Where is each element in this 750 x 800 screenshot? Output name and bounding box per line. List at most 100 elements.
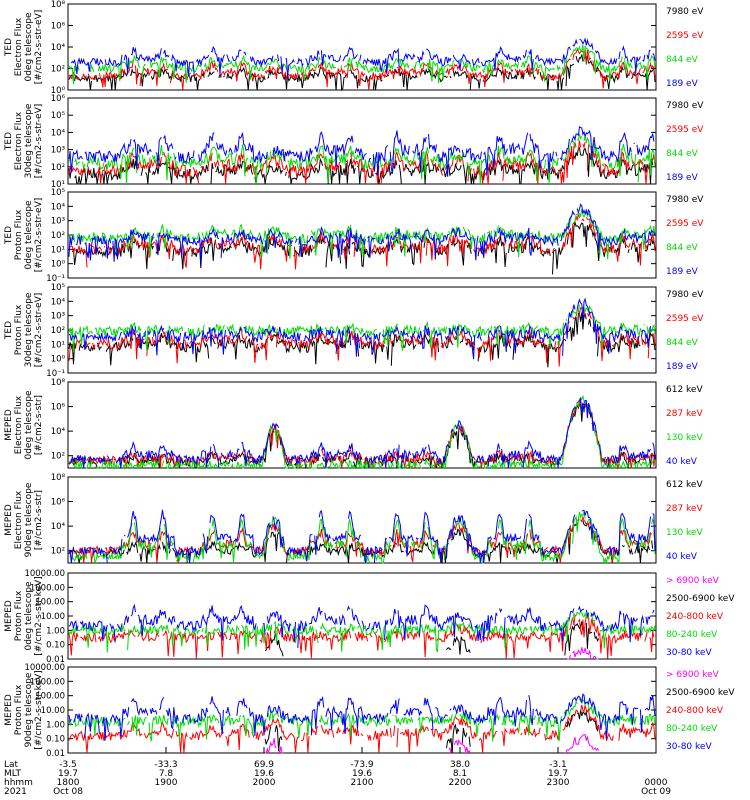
panel-3-ytick-label: 10⁴: [51, 202, 66, 212]
panel-2-ytick-label: 10³: [51, 146, 65, 156]
panel-3-legend-label: 189 eV: [666, 267, 699, 277]
panel-4-ytick-label: 10²: [51, 326, 65, 336]
panel-2-ylabel-line: TED: [4, 132, 14, 151]
panel-7-legend-label: 2500-6900 keV: [666, 594, 735, 604]
panel-6-legend-label: 40 keV: [666, 552, 698, 562]
panel-1-ytick-label: 10⁶: [51, 22, 66, 32]
panel-2-frame: [67, 97, 657, 185]
panel-7-ylabel-line: Proton Flux: [14, 590, 24, 641]
time-tick-hhmm: 2300: [547, 778, 570, 788]
time-tick-lat: 38.0: [450, 760, 470, 770]
panel-1-series: [68, 44, 656, 85]
panel-7-ylabel-line: [#/cm2-s-str-keV]: [34, 576, 44, 655]
panel-4-ytick-label: 10⁰: [51, 355, 66, 365]
panel-2-ytick-label: 10¹: [51, 180, 65, 190]
time-tick-hhmm: 2200: [449, 778, 472, 788]
panel-4-series: [68, 307, 656, 367]
panel-7-ytick-label: 1000.00: [30, 583, 65, 593]
panel-1-series: [70, 37, 656, 77]
panel-2-series: [68, 133, 656, 185]
panel-2-ytick-label: 10⁴: [51, 128, 66, 138]
panel-2-ylabel-line: Electron Flux: [14, 111, 24, 170]
panel-7-ytick-label: 1.00: [46, 626, 65, 636]
panel-8-ytick-label: 10000.00: [24, 663, 65, 673]
panel-3-legend-label: 7980 eV: [666, 195, 704, 205]
panel-6-legend-label: 287 keV: [666, 504, 703, 514]
panel-5-ylabel-line: 0deg telescope: [24, 390, 34, 460]
panel-4-ytick-label: 10⁵: [51, 283, 65, 293]
panel-6-ytick-label: 10²: [51, 547, 65, 557]
panel-7-ylabel-line: MEPED: [4, 600, 14, 632]
panel-4-ylabel-line: [#/cm2-s-str-eV]: [34, 293, 44, 368]
panel-1-ylabel-line: [#/cm2-s-str-eV]: [34, 10, 44, 85]
panel-2-ylabel-line: 30deg telescope: [24, 103, 34, 178]
panel-8-series: [264, 710, 600, 754]
panel-3-ylabel-line: TED: [4, 226, 14, 245]
panel-1-series: [68, 54, 656, 92]
panel-8-ytick-label: 0.10: [46, 735, 65, 745]
panel-4-legend-label: 7980 eV: [666, 290, 704, 300]
panel-4-ytick-label: 10⁴: [51, 297, 66, 307]
time-tick-lat: 69.9: [254, 760, 274, 770]
panel-1-legend-label: 7980 eV: [666, 7, 704, 17]
panel-5-ytick-label: 10⁸: [51, 378, 66, 388]
panel-4-ytick-label: 10¹: [51, 340, 65, 350]
panel-7-legend-label: > 6900 keV: [666, 576, 720, 586]
panel-3-legend-label: 844 eV: [666, 243, 699, 253]
panel-8-legend-label: 80-240 keV: [666, 724, 718, 734]
panel-5-legend-label: 130 keV: [666, 433, 703, 443]
panel-3-ytick-label: 10⁰: [51, 260, 66, 270]
time-axis-row-label: 2021: [4, 787, 27, 797]
time-tick-mlt: 19.7: [58, 769, 78, 779]
panel-7-ylabel-line: 0deg telescope: [24, 581, 34, 651]
panel-2-ylabel-line: [#/cm2-s-str-eV]: [34, 104, 44, 179]
time-tick-mlt: 19.6: [254, 769, 274, 779]
panel-5-legend-label: 287 keV: [666, 409, 703, 419]
panel-5-ylabel-line: [#/cm2-s-str]: [34, 395, 44, 455]
panel-3-ylabel-line: 0deg telescope: [24, 200, 34, 270]
time-tick-date: Oct 08: [53, 787, 83, 797]
panel-5-ytick-label: 10²: [51, 452, 65, 462]
panel-7-legend-label: 80-240 keV: [666, 630, 718, 640]
panel-6-legend-label: 612 keV: [666, 480, 703, 490]
panel-7-ytick-label: 10000.00: [24, 569, 65, 579]
panel-1-legend-label: 2595 eV: [666, 31, 704, 41]
time-tick-lat: -3.1: [549, 760, 567, 770]
panel-8-ylabel-line: Proton Flux: [14, 684, 24, 735]
panel-8-legend-label: 2500-6900 keV: [666, 688, 735, 698]
panel-7-legend-label: 30-80 keV: [666, 648, 712, 658]
panel-2-ytick-label: 10⁵: [51, 111, 65, 121]
panel-4-legend-label: 189 eV: [666, 362, 699, 372]
panel-5-series: [68, 396, 656, 469]
time-tick-mlt: 19.6: [352, 769, 372, 779]
panel-1-legend-label: 189 eV: [666, 79, 699, 89]
panel-7-series: [264, 621, 600, 657]
panel-1-ytick-label: 10²: [51, 65, 65, 75]
time-tick-date: Oct 09: [641, 787, 671, 797]
time-tick-hhmm: 0000: [645, 778, 668, 788]
panel-8-ytick-label: 10.00: [41, 706, 65, 716]
panel-7-ytick-label: 0.10: [46, 641, 65, 651]
panel-1-ylabel-line: TED: [4, 38, 14, 57]
panel-4-ylabel-line: TED: [4, 321, 14, 340]
panel-6-legend-label: 130 keV: [666, 528, 703, 538]
panel-2-legend-label: 2595 eV: [666, 125, 704, 135]
panel-8-legend-label: 240-800 keV: [666, 706, 724, 716]
panel-6-ylabel-line: [#/cm2-s-str]: [34, 490, 44, 550]
panel-8-ylabel-line: 90deg telescope: [24, 672, 34, 747]
panel-1-ytick-label: 10⁰: [51, 86, 66, 96]
panel-7-series: [68, 603, 655, 649]
panel-8-series: [68, 693, 656, 741]
panel-6-series: [69, 511, 656, 564]
panel-2-series: [68, 140, 656, 185]
panel-7-legend-label: 240-800 keV: [666, 612, 724, 622]
panel-6-ytick-label: 10⁸: [51, 473, 66, 483]
panel-4-legend-label: 844 eV: [666, 338, 699, 348]
panel-8-legend-label: > 6900 keV: [666, 670, 720, 680]
panel-3-ytick-label: 10³: [51, 217, 65, 227]
panel-5-legend-label: 612 keV: [666, 385, 703, 395]
panel-5-ytick-label: 10⁶: [51, 403, 66, 413]
time-axis-row-label: MLT: [4, 769, 22, 779]
panel-1-legend-label: 844 eV: [666, 55, 699, 65]
